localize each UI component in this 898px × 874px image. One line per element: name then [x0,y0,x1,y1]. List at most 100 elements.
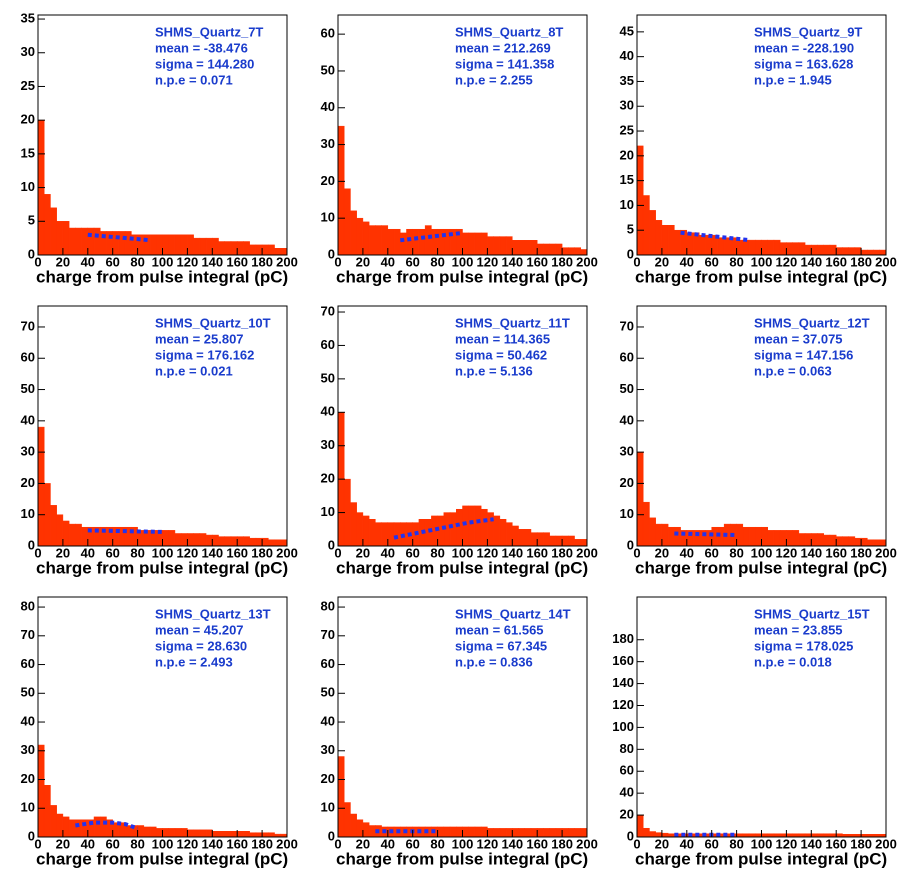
y-tick-label: 40 [620,412,634,427]
y-tick-label: 60 [21,350,35,365]
x-axis-label: charge from pulse integral (pC) [36,849,288,868]
x-tick-label: 160 [226,254,248,269]
bar [829,534,837,547]
y-tick-label: 70 [21,318,35,333]
bar [212,534,219,547]
stats-title: SHMS_Quartz_11T [455,315,570,330]
stats-line: mean = 25.807 [155,331,244,346]
stats-line: sigma = 147.156 [754,347,853,362]
x-tick-label: 120 [776,545,798,560]
bar [68,227,76,256]
y-tick-label: 45 [620,23,634,38]
histogram-panel: 0 10 20 30 40 50 60 70 0 20 40 60 80 100 120 140 160 180 2… [620,305,897,577]
bar [156,234,163,256]
bar [193,533,201,547]
bar [118,231,126,256]
y-tick-label: 10 [21,800,35,815]
bar [467,505,475,547]
y-tick-label: 10 [620,506,634,521]
x-tick-label: 40 [380,545,394,560]
bar [492,236,500,256]
y-tick-label: 60 [320,656,334,671]
x-tick-label: 0 [34,836,41,851]
stats-line: n.p.e = 5.136 [455,363,533,378]
bar [62,221,70,256]
stats-title: SHMS_Quartz_8T [455,24,563,39]
y-tick-label: 40 [320,713,334,728]
x-tick-label: 140 [800,836,822,851]
bar [517,529,525,547]
y-tick-label: 10 [320,210,334,225]
bar [368,225,376,256]
stats-line: sigma = 163.628 [754,56,853,71]
stats-line: mean = 23.855 [754,622,843,637]
bar [505,236,513,256]
bar [50,505,57,547]
x-tick-label: 120 [177,836,199,851]
bar [786,242,793,256]
bar [798,533,806,547]
x-tick-label: 120 [476,836,498,851]
x-tick-label: 180 [251,254,273,269]
fit-line [393,517,494,540]
stats-line: mean = 45.207 [155,622,244,637]
x-tick-label: 120 [476,254,498,269]
bar [811,533,818,547]
histogram-panel: 0 10 20 30 40 50 60 70 80 0 20 40 60 80 100 120 140 160 18… [320,596,598,868]
y-tick-label: 20 [320,173,334,188]
bar [230,241,238,256]
bar [674,229,681,256]
stats-title: SHMS_Quartz_12T [754,315,870,330]
bar [436,228,444,256]
bar [761,239,768,256]
x-tick-label: 60 [105,545,119,560]
y-tick-label: 50 [21,685,35,700]
stats-line: n.p.e = 1.945 [754,72,832,87]
x-tick-label: 40 [380,254,394,269]
bar [187,234,194,256]
y-tick-label: 20 [320,771,334,786]
stats-line: mean = 61.565 [455,622,544,637]
bar [667,224,675,256]
x-tick-label: 180 [551,254,573,269]
bar [705,234,712,256]
x-tick-label: 0 [633,254,640,269]
y-tick-label: 20 [620,147,634,162]
bar [68,523,76,547]
bar [792,530,800,547]
x-tick-label: 100 [751,254,773,269]
bar [661,224,669,256]
bar [349,502,357,547]
x-axis-label: charge from pulse integral (pC) [36,267,288,286]
y-tick-label: 20 [320,471,334,486]
x-tick-label: 20 [56,254,70,269]
bar [355,217,363,256]
x-tick-label: 60 [405,254,419,269]
bar [686,232,694,256]
bar [199,237,207,256]
stats-line: n.p.e = 0.063 [754,363,832,378]
bar [723,237,731,256]
x-tick-label: 200 [576,836,598,851]
x-tick-label: 100 [451,545,473,560]
y-tick-label: 10 [320,800,334,815]
x-tick-label: 200 [576,545,598,560]
bar [655,220,663,256]
bar [642,195,650,256]
y-tick-label: 25 [21,78,35,93]
bar [474,232,481,256]
x-tick-label: 40 [81,545,95,560]
stats-line: sigma = 176.162 [155,347,254,362]
y-tick-label: 80 [620,741,634,756]
x-tick-label: 20 [355,545,369,560]
y-tick-label: 0 [327,246,334,261]
stats-line: n.p.e = 0.018 [754,654,832,669]
x-tick-label: 80 [430,545,444,560]
x-tick-label: 160 [526,836,548,851]
x-tick-label: 180 [551,836,573,851]
bar [636,145,644,256]
y-tick-label: 0 [28,537,35,552]
bar [511,240,519,256]
bar [349,210,357,256]
bar [424,519,432,547]
